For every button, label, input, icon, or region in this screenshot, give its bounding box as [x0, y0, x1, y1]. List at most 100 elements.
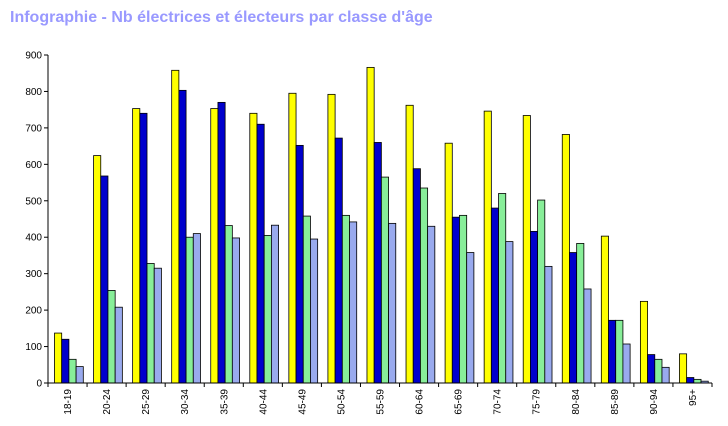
y-tick-label: 300 — [25, 269, 42, 280]
y-ticks: 0 100 200 300 400 500 600 700 800 900 — [25, 51, 48, 390]
bar-45-49-series-1 — [288, 92, 297, 384]
x-tick-label: 35-39 — [219, 389, 230, 415]
bar-50-54-series-3 — [341, 214, 350, 384]
bar-20-24-series-3 — [107, 290, 116, 384]
bar-95+-series-1 — [679, 353, 688, 384]
bar-75-79-series-1 — [522, 115, 531, 384]
bar-90-94-series-4 — [661, 366, 670, 384]
bar-65-69-series-4 — [466, 252, 475, 384]
bar-25-29-series-3 — [146, 263, 155, 384]
bar-65-69-series-1 — [444, 142, 453, 384]
bar-90-94-series-3 — [654, 358, 663, 384]
bar-35-39-series-1 — [210, 108, 219, 384]
x-tick-label: 25-29 — [141, 389, 152, 415]
bar-85-89-series-1 — [600, 235, 609, 384]
bar-80-84-series-1 — [561, 134, 570, 384]
bar-60-64-series-3 — [420, 187, 429, 384]
y-tick-label: 800 — [25, 87, 42, 98]
bar-85-89-series-4 — [622, 343, 631, 384]
bar-80-84-series-2 — [569, 252, 578, 384]
bar-65-69-series-2 — [451, 216, 460, 384]
x-tick-label: 50-54 — [336, 389, 347, 415]
bar-70-74-series-4 — [505, 241, 514, 384]
chart-title: Infographie - Nb électrices et électeurs… — [10, 9, 433, 26]
x-tick-label: 80-84 — [571, 389, 582, 415]
x-ticks: 18-19 20-24 25-29 30-34 35-39 40-44 45-49 50-54… — [47, 383, 713, 415]
x-tick-label: 30-34 — [180, 389, 191, 415]
x-tick-label: 55-59 — [376, 389, 387, 415]
bar-85-89-series-3 — [615, 319, 624, 384]
bar-40-44-series-2 — [256, 123, 265, 384]
bar-95+-series-2 — [686, 377, 695, 384]
y-tick-label: 100 — [25, 342, 42, 353]
x-tick-label: 65-69 — [454, 389, 465, 415]
bar-18-19-series-2 — [61, 338, 70, 384]
bar-55-59-series-1 — [366, 66, 375, 384]
bar-60-64-series-2 — [412, 168, 421, 384]
bar-20-24-series-2 — [100, 175, 109, 384]
bar-45-49-series-2 — [295, 144, 304, 384]
bar-95+-series-3 — [693, 378, 702, 384]
x-tick-label: 85-89 — [610, 389, 621, 415]
x-tick-label: 95+ — [688, 389, 699, 406]
bar-60-64-series-1 — [405, 104, 414, 384]
bar-50-54-series-1 — [327, 93, 336, 384]
bar-40-44-series-3 — [263, 234, 272, 384]
y-tick-label: 0 — [36, 379, 42, 390]
bar-50-54-series-4 — [349, 221, 358, 384]
bar-55-59-series-3 — [380, 176, 389, 384]
bar-25-29-series-4 — [153, 267, 162, 384]
x-tick-label: 60-64 — [415, 389, 426, 415]
bar-60-64-series-4 — [427, 225, 436, 384]
bar-45-49-series-3 — [302, 215, 311, 384]
bar-65-69-series-3 — [459, 214, 468, 384]
bar-35-39-series-4 — [231, 237, 240, 384]
bar-20-24-series-1 — [93, 155, 102, 384]
bar-75-79-series-2 — [530, 230, 539, 384]
x-tick-label: 45-49 — [297, 389, 308, 415]
bar-30-34-series-4 — [192, 233, 201, 384]
bar-55-59-series-2 — [373, 142, 382, 384]
axes-layer — [47, 55, 712, 384]
bar-45-49-series-4 — [310, 238, 319, 384]
bar-18-19-series-3 — [68, 358, 77, 384]
bar-70-74-series-2 — [490, 207, 499, 384]
bar-40-44-series-1 — [249, 112, 258, 384]
y-tick-label: 500 — [25, 196, 42, 207]
bar-80-84-series-3 — [576, 243, 585, 384]
bars-layer — [54, 66, 709, 384]
x-tick-label: 18-19 — [63, 389, 74, 415]
bar-30-34-series-1 — [171, 69, 180, 384]
bar-50-54-series-2 — [334, 137, 343, 384]
bar-70-74-series-3 — [498, 193, 507, 384]
x-tick-label: 70-74 — [493, 389, 504, 415]
bar-30-34-series-2 — [178, 89, 187, 384]
x-tick-label: 75-79 — [532, 389, 543, 415]
x-tick-label: 40-44 — [258, 389, 269, 415]
x-tick-label: 20-24 — [102, 389, 113, 415]
bar-30-34-series-3 — [185, 236, 194, 384]
bar-85-89-series-2 — [608, 319, 617, 384]
bar-35-39-series-3 — [224, 225, 233, 384]
y-tick-label: 400 — [25, 233, 42, 244]
bar-35-39-series-2 — [217, 101, 226, 384]
bar-75-79-series-3 — [537, 199, 546, 384]
bar-25-29-series-1 — [132, 108, 141, 384]
bar-55-59-series-4 — [388, 222, 397, 384]
bar-90-94-series-2 — [647, 354, 656, 384]
bar-75-79-series-4 — [544, 265, 553, 384]
x-tick-label: 90-94 — [649, 389, 660, 415]
bar-18-19-series-1 — [54, 332, 63, 384]
bar-90-94-series-1 — [639, 300, 648, 384]
y-tick-label: 200 — [25, 306, 42, 317]
bar-20-24-series-4 — [114, 306, 123, 384]
bar-18-19-series-4 — [75, 366, 84, 384]
y-tick-label: 700 — [25, 123, 42, 134]
bar-70-74-series-1 — [483, 110, 492, 384]
bar-40-44-series-4 — [270, 224, 279, 384]
y-tick-label: 600 — [25, 160, 42, 171]
y-tick-label: 900 — [25, 51, 42, 62]
bar-25-29-series-2 — [139, 112, 148, 384]
bar-80-84-series-4 — [583, 288, 592, 384]
